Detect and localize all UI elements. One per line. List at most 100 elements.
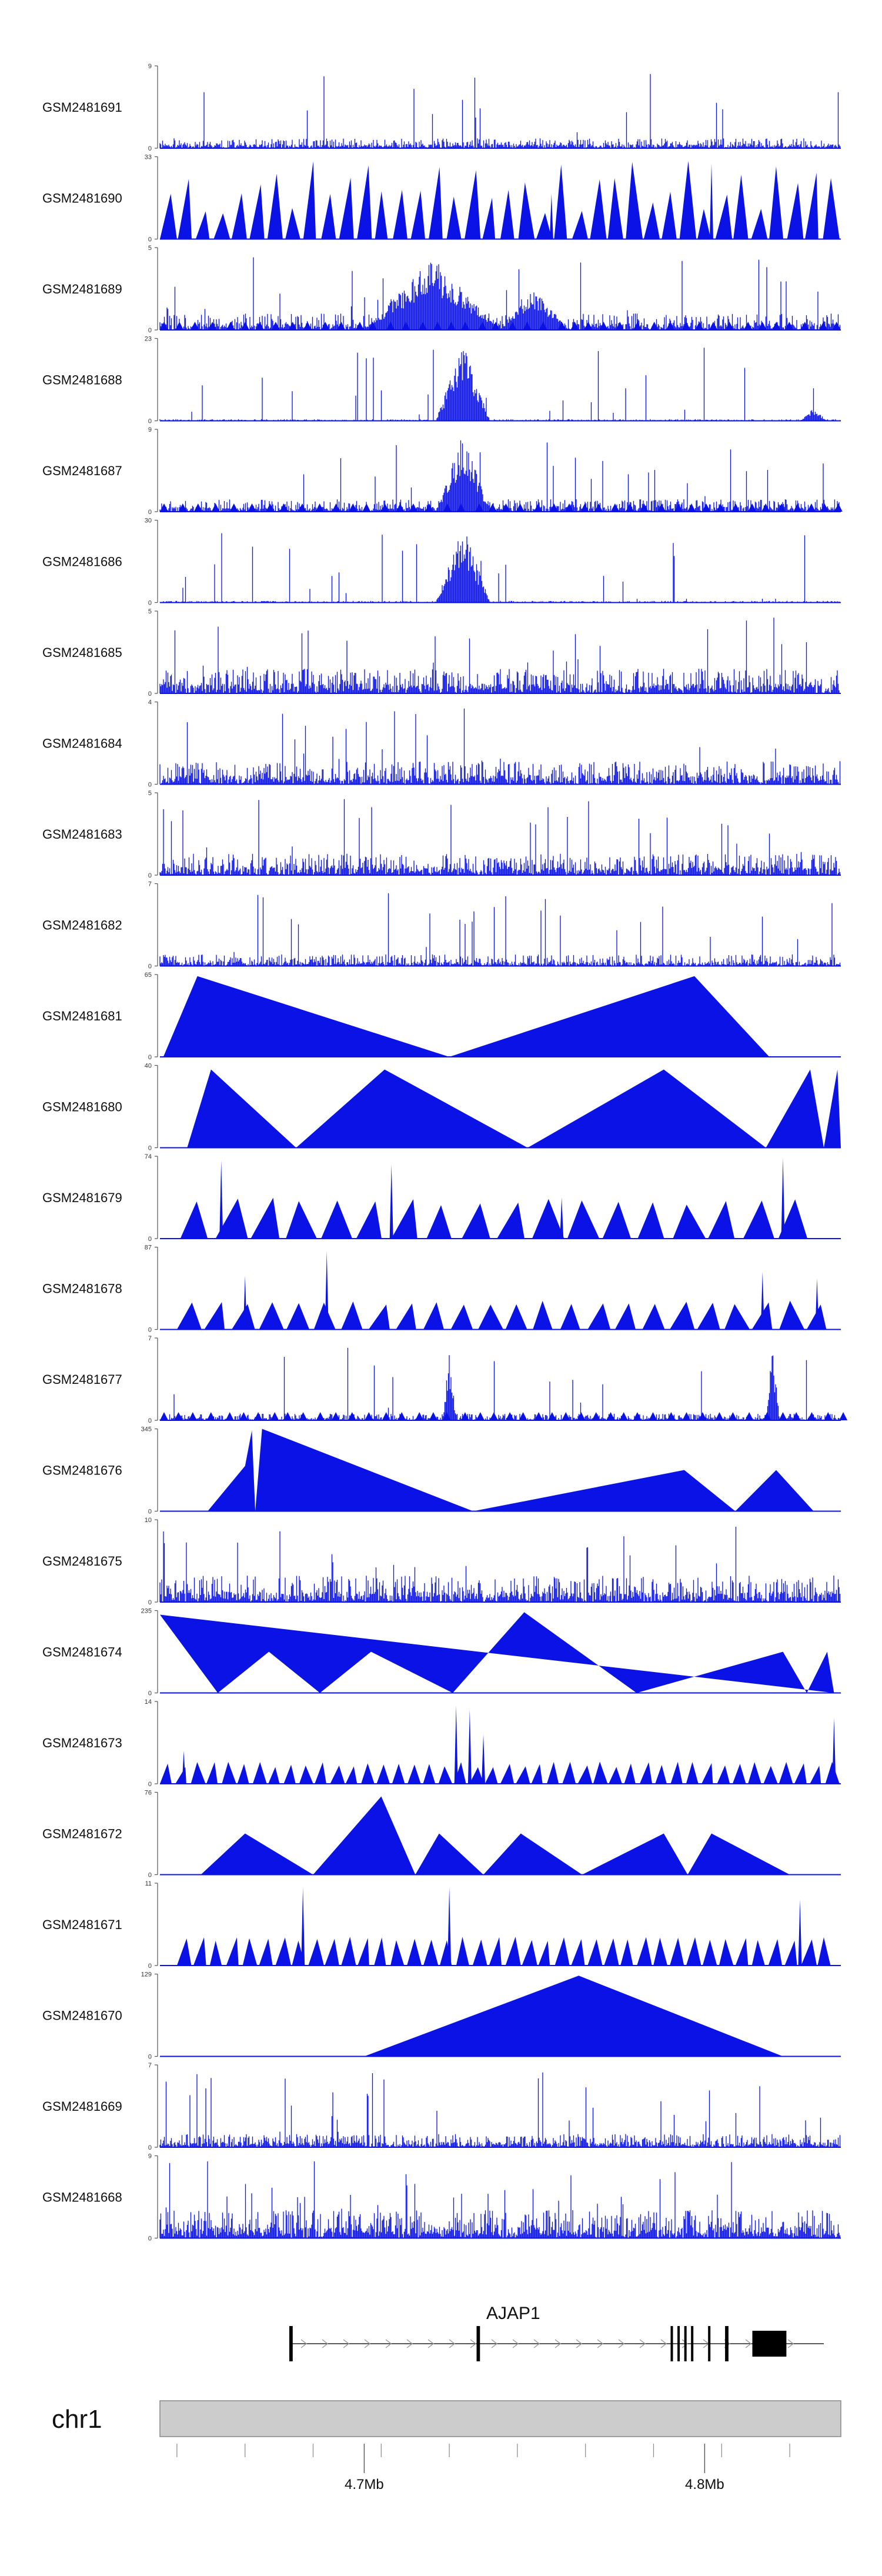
track-ymax-label: 7 (148, 2062, 152, 2069)
track-ymax-label: 5 (148, 608, 152, 615)
track-ymax-label: 129 (141, 1971, 152, 1978)
coverage-area (208, 1429, 814, 1511)
track-label: GSM2481684 (42, 736, 122, 751)
track-ymax-label: 7 (148, 881, 152, 888)
coverage-area (176, 1300, 834, 1330)
coverage-bars (159, 893, 841, 966)
coverage-area (160, 322, 841, 330)
coverage-spike (781, 1157, 785, 1239)
strand-arrow (406, 2339, 413, 2348)
coverage-spike (467, 1710, 472, 1784)
coverage-spike (815, 1278, 819, 1330)
coverage-bars (159, 708, 841, 785)
track-GSM2481691: GSM2481691 9 0 (42, 63, 841, 152)
track-ymax-label: 33 (145, 154, 152, 161)
coverage-area (160, 1612, 834, 1693)
track-ymax-label: 7 (148, 1335, 152, 1342)
track-ymin-label: 0 (148, 2235, 152, 2243)
gene-exon (725, 2326, 729, 2361)
track-ymin-label: 0 (148, 2054, 152, 2061)
strand-arrow (385, 2339, 392, 2348)
strand-arrow (660, 2339, 667, 2348)
coverage-bars (159, 618, 841, 693)
gene-name-label: AJAP1 (486, 2304, 540, 2323)
track-ymax-label: 23 (145, 336, 152, 343)
strand-arrow (576, 2339, 583, 2348)
strand-arrow (364, 2339, 371, 2348)
track-ymin-label: 0 (148, 1599, 152, 1606)
coverage-spike (243, 1276, 247, 1330)
track-ymax-label: 4 (148, 699, 152, 706)
track-ymin-label: 0 (148, 2144, 152, 2151)
track-GSM2481686: GSM2481686 30 0 (42, 518, 841, 607)
track-GSM2481671: GSM2481671 11 0 (42, 1880, 841, 1970)
track-ymin-label: 0 (148, 872, 152, 879)
track-ymax-label: 87 (145, 1244, 152, 1252)
strand-arrow (745, 2339, 752, 2348)
coverage-bars (159, 1347, 841, 1420)
track-GSM2481668: GSM2481668 9 0 (42, 2153, 841, 2243)
track-label: GSM2481668 (42, 2190, 122, 2205)
track-ymin-label: 0 (148, 1236, 152, 1243)
track-ymax-label: 5 (148, 790, 152, 797)
strand-arrow (639, 2339, 646, 2348)
track-ymin-label: 0 (148, 1417, 152, 1424)
coverage-area (201, 1796, 790, 1875)
track-label: GSM2481687 (42, 463, 122, 478)
track-label: GSM2481683 (42, 827, 122, 842)
coverage-spike (325, 1251, 329, 1330)
coverage-area (364, 1976, 783, 2057)
track-GSM2481684: GSM2481684 4 0 (42, 699, 841, 789)
track-ymin-label: 0 (148, 1145, 152, 1152)
track-GSM2481682: GSM2481682 7 0 (42, 881, 841, 970)
track-GSM2481680: GSM2481680 40 0 (42, 1063, 841, 1152)
chromosome-ideogram (159, 2400, 841, 2437)
track-GSM2481670: GSM2481670 129 0 (42, 1971, 841, 2061)
track-ymax-label: 14 (145, 1699, 152, 1706)
coverage-spike (560, 1197, 564, 1239)
track-GSM2481678: GSM2481678 87 0 (42, 1244, 841, 1334)
coverage-area (160, 503, 843, 512)
track-ymax-label: 40 (145, 1063, 152, 1070)
track-GSM2481689: GSM2481689 5 0 (42, 245, 841, 334)
coverage-area (160, 1761, 841, 1784)
track-ymax-label: 11 (145, 1880, 152, 1887)
gene-exon (476, 2326, 480, 2361)
track-ymin-label: 0 (148, 327, 152, 334)
track-label: GSM2481689 (42, 282, 122, 296)
strand-arrow (597, 2339, 604, 2348)
strand-arrow (512, 2339, 519, 2348)
track-GSM2481672: GSM2481672 76 0 (42, 1790, 841, 1879)
track-ymin-label: 0 (148, 1963, 152, 1970)
track-label: GSM2481671 (42, 1917, 122, 1932)
track-ymax-label: 74 (145, 1153, 152, 1160)
gene-exon (289, 2326, 293, 2361)
track-ymin-label: 0 (148, 1509, 152, 1516)
coverage-bars (159, 2072, 841, 2147)
coverage-spike (389, 1164, 393, 1239)
track-ymin-label: 0 (148, 963, 152, 970)
coverage-area (176, 1937, 834, 1966)
strand-arrow (787, 2339, 794, 2348)
track-GSM2481688: GSM2481688 23 0 (42, 336, 841, 425)
track-ymin-label: 0 (148, 1781, 152, 1788)
strand-arrow (491, 2339, 498, 2348)
track-ymin-label: 0 (148, 145, 152, 152)
coverage-bars (159, 799, 841, 875)
coverage-bars (159, 1526, 841, 1602)
gene-exon (752, 2331, 787, 2357)
gene-exon (677, 2326, 680, 2361)
genome-axis: 4.7Mb 4.8Mb (160, 2436, 841, 2492)
strand-arrow (322, 2339, 329, 2348)
coverage-bars (159, 74, 841, 148)
gene-exon (708, 2326, 711, 2361)
coverage-bars (159, 348, 841, 421)
track-ymax-label: 76 (145, 1790, 152, 1797)
track-ymin-label: 0 (148, 690, 152, 698)
track-label: GSM2481676 (42, 1463, 122, 1478)
coverage-spike (447, 1887, 452, 1966)
track-ymax-label: 65 (145, 972, 152, 979)
coverage-spike (760, 1272, 764, 1330)
strand-arrow (343, 2339, 350, 2348)
track-label: GSM2481691 (42, 100, 122, 115)
